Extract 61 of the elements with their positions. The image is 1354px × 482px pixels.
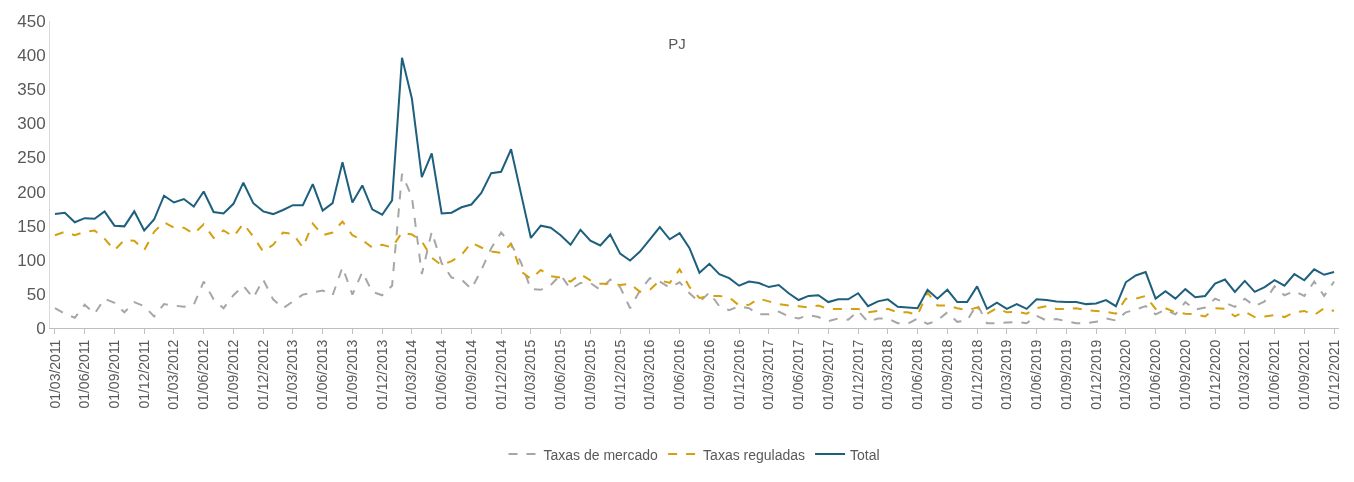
x-tick-label: 01/09/2015 xyxy=(581,339,598,410)
x-tick-label: 01/03/2020 xyxy=(1117,339,1134,410)
x-tick-label: 01/09/2013 xyxy=(343,339,360,410)
x-tick-label: 01/06/2013 xyxy=(314,339,331,410)
x-tick-label: 01/09/2020 xyxy=(1176,339,1193,410)
x-tick-label: 01/03/2019 xyxy=(998,339,1015,410)
x-tick-label: 01/12/2012 xyxy=(254,339,271,410)
y-tick-label: 200 xyxy=(17,182,46,202)
legend-label: Taxas de mercado xyxy=(543,446,659,463)
text: PJ xyxy=(668,35,686,53)
x-tick-label: 01/06/2020 xyxy=(1147,339,1164,410)
legend-label: Total xyxy=(850,446,880,463)
x-tick-label: 01/03/2012 xyxy=(165,339,182,410)
y-tick-label: 50 xyxy=(26,284,46,304)
x-tick-label: 01/06/2014 xyxy=(433,339,450,410)
x-tick-label: 01/03/2011 xyxy=(46,339,63,409)
x-tick-label: 01/06/2015 xyxy=(552,339,569,410)
x-tick-label: 01/06/2011 xyxy=(76,339,93,409)
x-tick-label: 01/09/2017 xyxy=(819,339,836,410)
y-tick-label: 100 xyxy=(17,250,46,270)
x-tick-label: 01/03/2014 xyxy=(403,339,420,410)
y-tick-label: 150 xyxy=(17,216,46,236)
x-tick-label: 01/09/2011 xyxy=(106,339,122,409)
x-tick-label: 01/06/2017 xyxy=(790,339,807,410)
x-tick-label: 01/09/2018 xyxy=(938,339,955,410)
x-tick-label: 01/09/2019 xyxy=(1057,339,1074,410)
line-series xyxy=(53,172,1336,325)
x-tick-label: 01/03/2018 xyxy=(879,339,896,410)
x-tick-label: 01/06/2019 xyxy=(1028,339,1045,410)
x-tick-label: 01/12/2016 xyxy=(730,339,747,410)
x-tick-label: 01/12/2014 xyxy=(492,339,509,410)
x-tick-label: 01/03/2016 xyxy=(641,339,658,410)
x-tick-label: 01/09/2016 xyxy=(700,339,717,410)
x-tick-label: 01/12/2015 xyxy=(611,339,628,410)
y-tick-label: 350 xyxy=(17,80,46,100)
line-series xyxy=(53,220,1336,319)
y-tick-label: 300 xyxy=(17,114,46,134)
x-tick-label: 01/12/2019 xyxy=(1087,339,1104,410)
x-tick-label: 01/03/2021 xyxy=(1236,339,1253,410)
x-tick-label: 01/12/2018 xyxy=(968,339,985,410)
x-tick-label: 01/12/2013 xyxy=(373,339,390,410)
x-tick-label: 01/09/2012 xyxy=(224,339,241,410)
y-tick-label: 0 xyxy=(36,318,46,338)
legend-label: Taxas reguladas xyxy=(703,446,806,463)
line-series xyxy=(53,56,1336,310)
x-tick-label: 01/09/2021 xyxy=(1295,339,1312,410)
x-tick-label: 01/12/2020 xyxy=(1206,339,1223,410)
x-tick-label: 01/06/2012 xyxy=(195,339,212,410)
x-tick-label: 01/03/2015 xyxy=(522,339,539,410)
x-tick-label: 01/06/2018 xyxy=(909,339,926,410)
y-tick-label: 250 xyxy=(17,148,46,168)
x-tick-label: 01/06/2021 xyxy=(1266,339,1283,410)
x-tick-label: 01/12/2011 xyxy=(135,339,152,409)
x-tick-label: 01/06/2016 xyxy=(671,339,688,410)
x-tick-label: 01/03/2013 xyxy=(284,339,301,410)
x-tick-label: 01/09/2014 xyxy=(462,339,479,410)
x-tick-label: 01/12/2017 xyxy=(849,339,866,410)
x-tick-label: 01/12/2021 xyxy=(1325,339,1342,410)
y-tick-label: 450 xyxy=(17,11,46,31)
x-tick-label: 01/03/2017 xyxy=(760,339,777,410)
y-tick-label: 400 xyxy=(17,46,46,66)
